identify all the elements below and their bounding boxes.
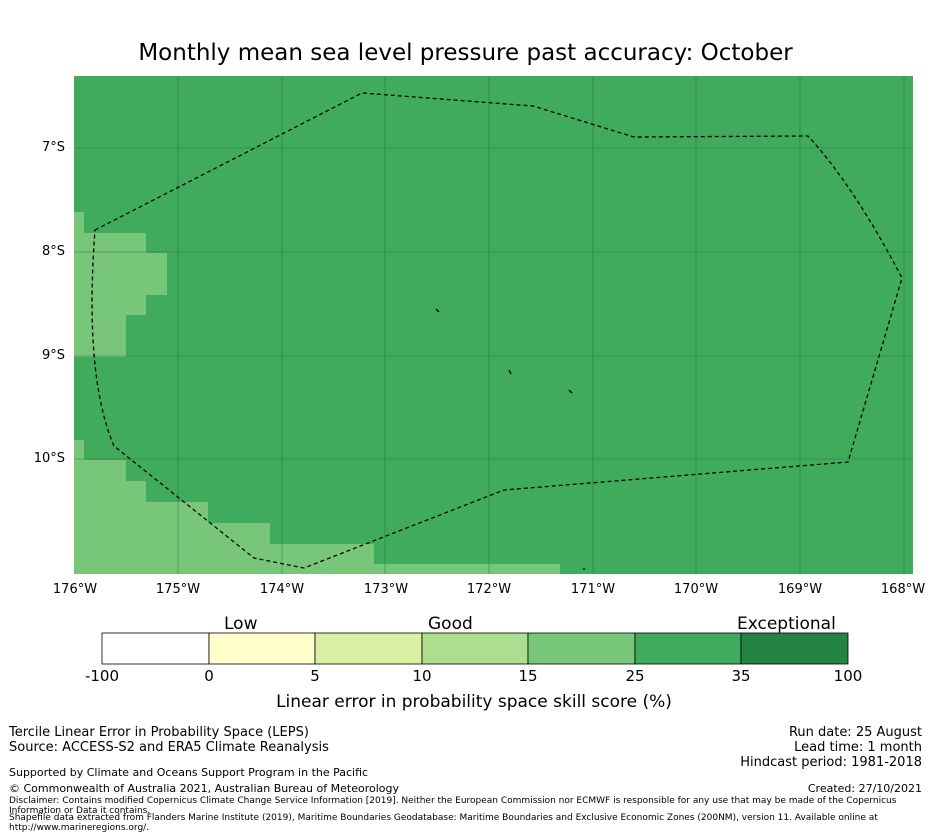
colorbar-tick: 25	[625, 667, 645, 685]
category-exceptional: Exceptional	[737, 614, 836, 634]
source-text: Source: ACCESS-S2 and ERA5 Climate Reana…	[9, 740, 329, 755]
colorbar-tick: 35	[731, 667, 751, 685]
colorbar-segment	[527, 632, 636, 665]
colorbar-tick: -100	[84, 667, 120, 685]
colorbar-tick: 0	[204, 667, 214, 685]
category-low: Low	[224, 614, 258, 634]
chart-title: Monthly mean sea level pressure past acc…	[138, 40, 793, 66]
colorbar-segment	[101, 632, 210, 665]
colorbar-segment	[421, 632, 529, 665]
support-text: Supported by Climate and Oceans Support …	[9, 766, 369, 779]
colorbar-tick: 15	[518, 667, 538, 685]
skill-field-25-35	[74, 76, 913, 574]
lat-label: 10°S	[33, 451, 65, 466]
hindcast-period: Hindcast period: 1981-2018	[740, 755, 922, 770]
map	[74, 76, 913, 574]
eez-boundary	[91, 92, 903, 569]
lat-label: 9°S	[41, 348, 65, 363]
copyright-text: © Commonwealth of Australia 2021, Austra…	[9, 782, 399, 795]
colorbar-segment	[314, 632, 423, 665]
lon-label: 172°W	[466, 582, 512, 597]
colorbar-tick: 5	[310, 667, 320, 685]
colorbar-tick: 100	[833, 667, 863, 685]
lon-label: 173°W	[363, 582, 409, 597]
lon-label: 175°W	[155, 582, 201, 597]
lon-label: 168°W	[880, 582, 926, 597]
disclaimer-text: Disclaimer: Contains modified Copernicus…	[9, 796, 897, 816]
lat-label: 8°S	[41, 244, 65, 259]
lead-time: Lead time: 1 month	[794, 740, 922, 755]
lon-label: 174°W	[259, 582, 305, 597]
skill-field-15-25	[74, 212, 560, 574]
colorbar-label: Linear error in probability space skill …	[276, 692, 672, 712]
islands	[435, 308, 585, 570]
lon-label: 170°W	[673, 582, 719, 597]
lat-label: 7°S	[41, 140, 65, 155]
shapefile-credit: Shapefile data extracted from Flanders M…	[9, 813, 878, 833]
lon-label: 171°W	[570, 582, 616, 597]
colorbar-tick: 10	[412, 667, 432, 685]
run-date: Run date: 25 August	[788, 725, 922, 740]
graticule	[74, 76, 913, 574]
colorbar-segment	[634, 632, 742, 665]
created-date: Created: 27/10/2021	[807, 782, 922, 795]
colorbar-segment	[740, 632, 849, 665]
lon-label: 176°W	[52, 582, 98, 597]
category-good: Good	[428, 614, 473, 634]
colorbar	[101, 632, 849, 665]
method-text: Tercile Linear Error in Probability Spac…	[9, 725, 309, 740]
lon-label: 169°W	[777, 582, 823, 597]
colorbar-segment	[208, 632, 316, 665]
